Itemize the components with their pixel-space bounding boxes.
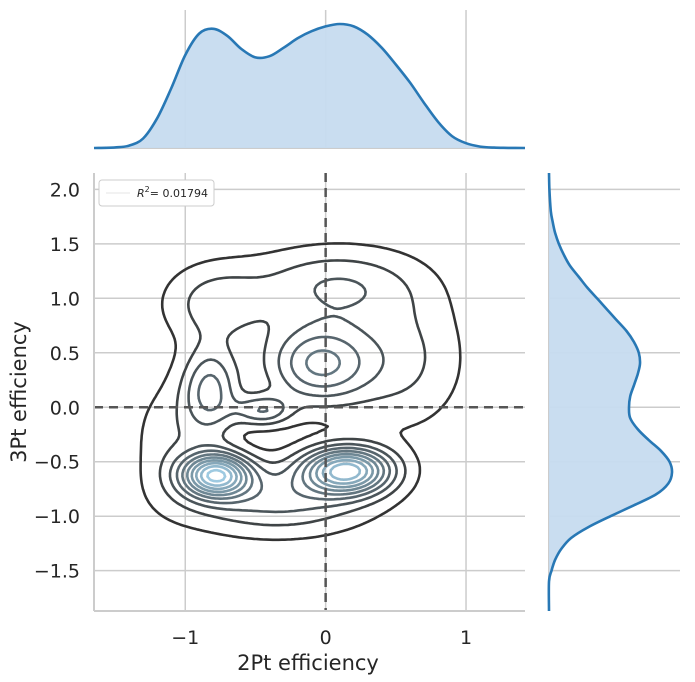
top-marginal-panel — [93, 10, 526, 150]
y-tick-label: 1.5 — [50, 234, 80, 256]
legend-box — [98, 179, 215, 207]
kde-contour — [199, 462, 362, 487]
x-tick-label: 0 — [320, 627, 332, 649]
right-marginal-panel — [547, 172, 680, 612]
kde-contour — [175, 335, 392, 505]
kde-contour — [206, 468, 227, 483]
y-tick-label: −0.5 — [34, 452, 80, 474]
kde-contour — [139, 242, 462, 542]
joint-panel: −1 0 1 −1.5 −1.0 −0.5 0.0 0.5 1.0 1.5 2.0 — [34, 173, 525, 649]
x-axis-label: 2Pt efficiency — [237, 651, 379, 675]
y-tick-label: 0.5 — [50, 343, 80, 365]
y-tick-label: −1.5 — [34, 561, 80, 583]
kde-contour — [195, 458, 369, 491]
y-axis-label: 3Pt efficiency — [7, 321, 31, 463]
right-marginal-fill — [548, 173, 673, 611]
top-marginal-curve — [93, 22, 526, 150]
kde-contour — [186, 452, 380, 497]
legend-label: R2= 0.01794 — [137, 185, 208, 200]
kde-contour — [168, 277, 398, 514]
right-marginal-curve — [547, 172, 674, 612]
y-tick-label: 0.0 — [50, 397, 80, 419]
kde-contour — [158, 259, 427, 527]
y-tick-label: −1.0 — [34, 506, 80, 528]
legend: R2= 0.01794 — [98, 179, 215, 207]
x-tick-label: −1 — [171, 627, 199, 649]
x-tick-label: 1 — [460, 627, 472, 649]
y-tick-label: 1.0 — [50, 288, 80, 310]
y-tick-label: 2.0 — [50, 179, 80, 201]
kde-contour — [181, 349, 386, 500]
top-marginal-fill — [94, 24, 525, 148]
